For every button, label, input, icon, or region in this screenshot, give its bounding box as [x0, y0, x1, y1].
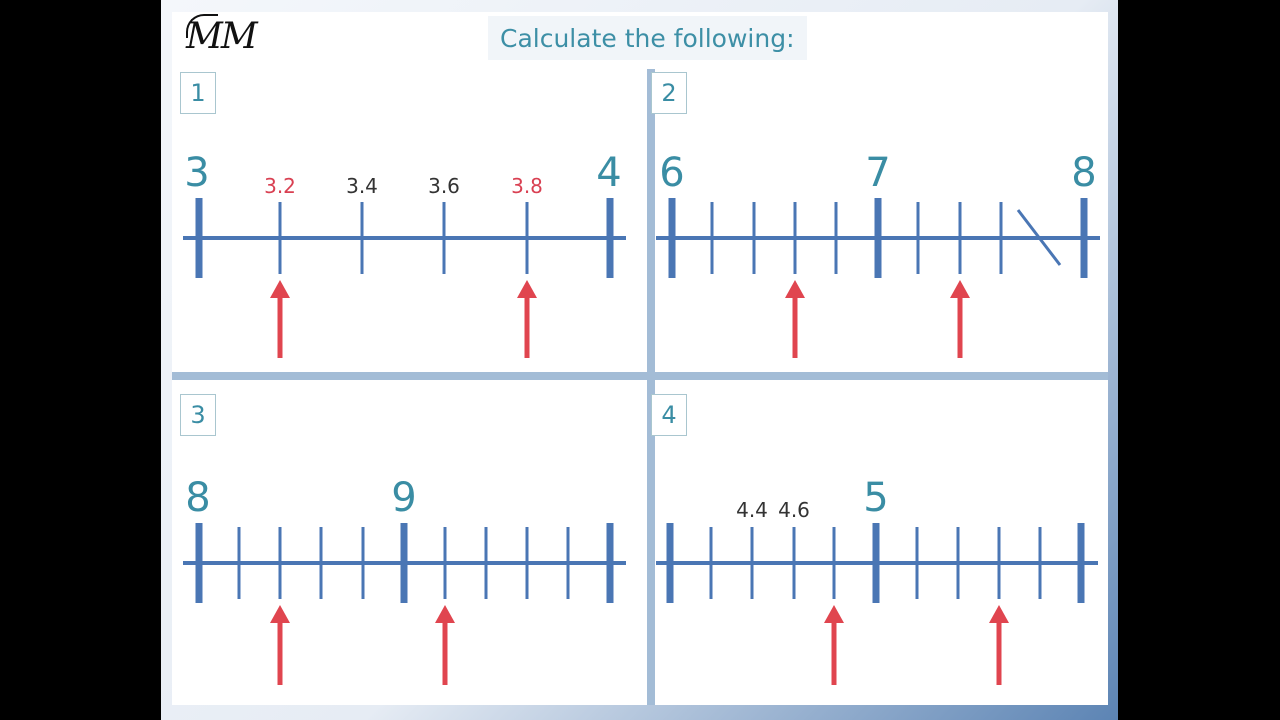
q4-integer-label: 5: [863, 475, 888, 521]
q1-arrow-a-head: [270, 280, 290, 298]
q4-decimal-label: 4.6: [778, 498, 810, 522]
q3-arrow-b-head: [435, 605, 455, 623]
question-number-2: 2: [651, 72, 687, 114]
q3-integer-label: 8: [185, 475, 210, 521]
q2-integer-label: 6: [659, 150, 684, 196]
q1-decimal-label: 3.8: [511, 174, 543, 198]
question-number-3: 3: [180, 394, 216, 436]
logo-arc: [186, 14, 218, 38]
q1-integer-label: 3: [184, 150, 209, 196]
horizontal-divider: [172, 372, 1108, 380]
worksheet: MM Calculate the following:: [172, 12, 1108, 705]
q4-decimal-label: 4.4: [736, 498, 768, 522]
question-number-4: 4: [651, 394, 687, 436]
q2-arrow-a-head: [785, 280, 805, 298]
q1-decimal-label: 3.4: [346, 174, 378, 198]
q1-decimal-label: 3.6: [428, 174, 460, 198]
logo: MM: [186, 16, 258, 57]
q2-integer-label: 7: [865, 150, 890, 196]
question-number-1: 1: [180, 72, 216, 114]
title-box: Calculate the following:: [488, 16, 807, 60]
q2-missing-tick-slash: [1016, 209, 1062, 266]
q3-arrow-a-head: [270, 605, 290, 623]
q2-integer-label: 8: [1071, 150, 1096, 196]
q1-integer-label: 4: [596, 150, 621, 196]
q2-arrow-b-head: [950, 280, 970, 298]
vertical-divider: [647, 69, 655, 705]
slide: MM Calculate the following:: [161, 0, 1118, 720]
q4-arrow-b-head: [989, 605, 1009, 623]
q4-arrow-a-head: [824, 605, 844, 623]
page-title: Calculate the following:: [500, 23, 795, 53]
q1-arrow-b-head: [517, 280, 537, 298]
q1-decimal-label: 3.2: [264, 174, 296, 198]
q3-integer-label: 9: [391, 475, 416, 521]
